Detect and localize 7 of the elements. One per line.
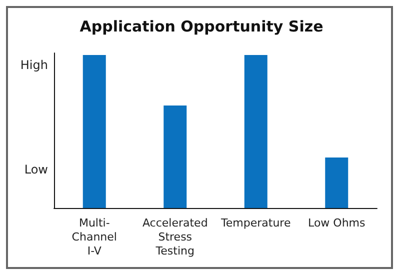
x-tick-label: Accelerated Stress Testing: [142, 216, 208, 258]
text: Low: [24, 162, 48, 176]
x-tick-label: Multi- Channel I-V: [72, 216, 117, 258]
x-tick-label: Temperature: [220, 216, 291, 230]
chart-title: Application Opportunity Size: [80, 18, 324, 36]
text: High: [20, 58, 48, 72]
x-tick-label: Low Ohms: [308, 216, 366, 230]
